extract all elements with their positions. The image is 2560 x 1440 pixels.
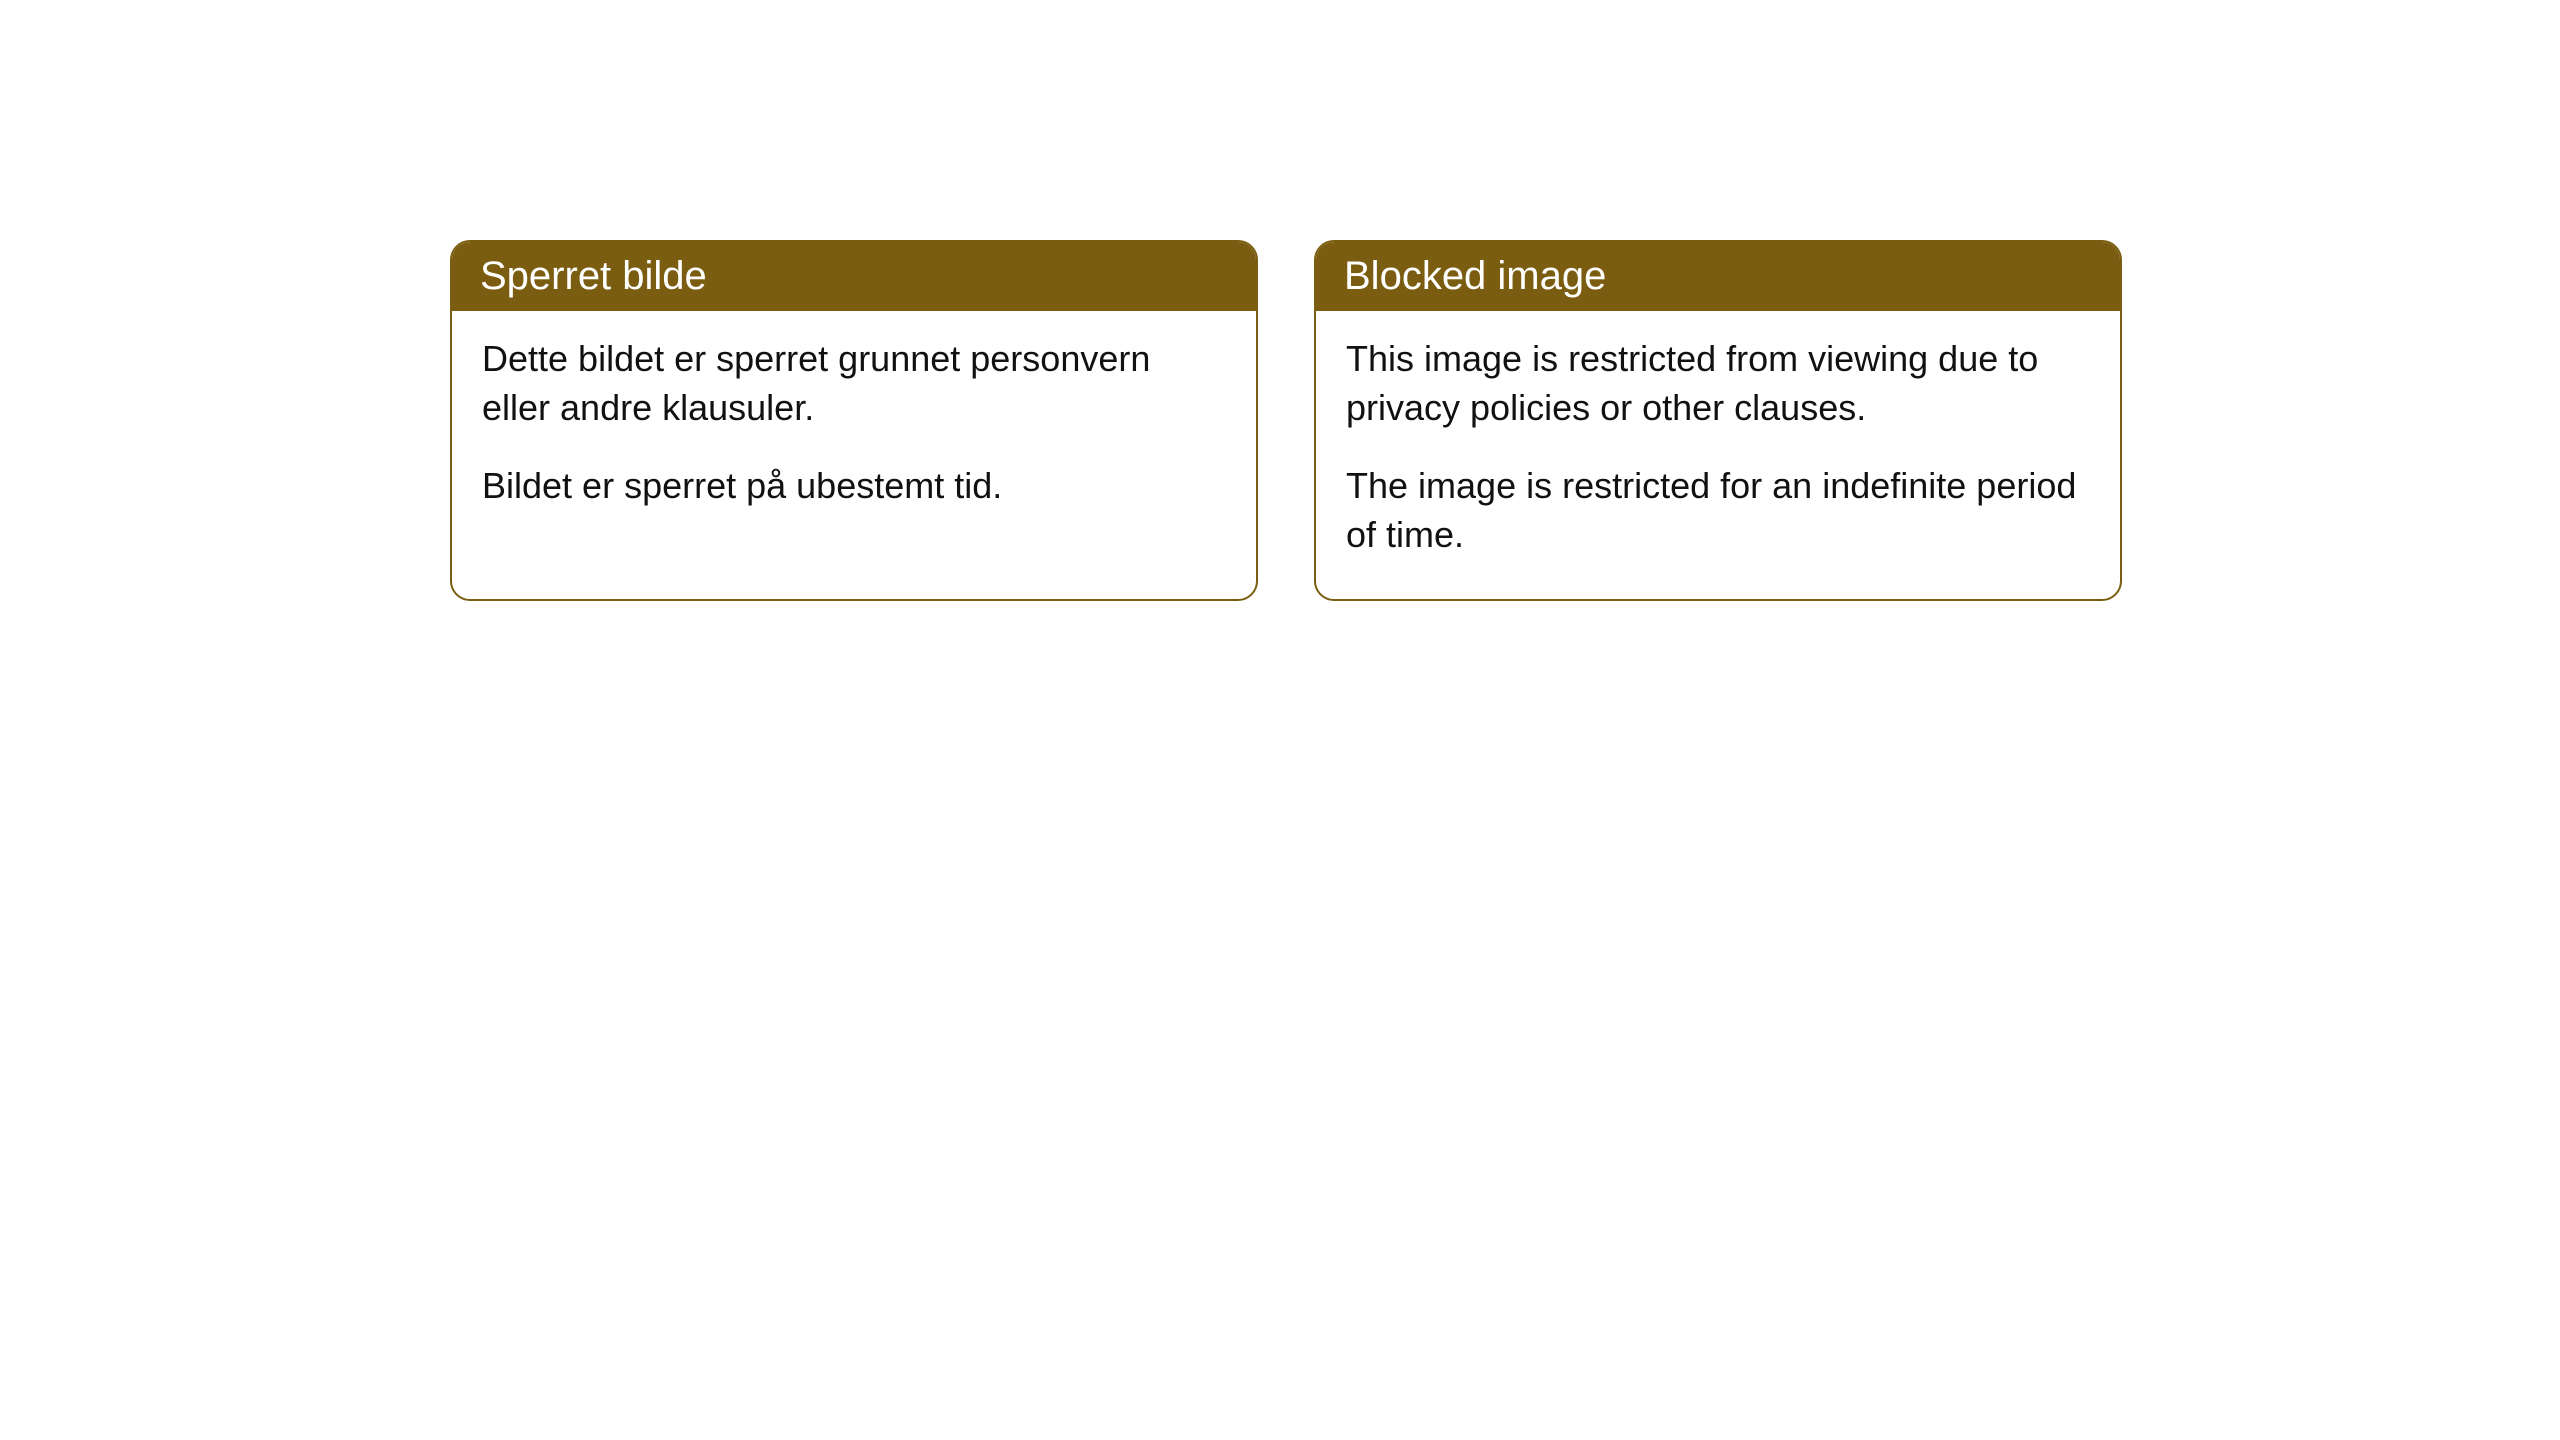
notice-card-english: Blocked image This image is restricted f… [1314,240,2122,601]
notice-card-norwegian: Sperret bilde Dette bildet er sperret gr… [450,240,1258,601]
card-header: Blocked image [1316,242,2120,311]
card-paragraph: The image is restricted for an indefinit… [1346,462,2090,559]
card-paragraph: Dette bildet er sperret grunnet personve… [482,335,1226,432]
card-paragraph: This image is restricted from viewing du… [1346,335,2090,432]
card-body: This image is restricted from viewing du… [1316,311,2120,599]
card-header: Sperret bilde [452,242,1256,311]
card-title: Sperret bilde [480,254,707,298]
card-body: Dette bildet er sperret grunnet personve… [452,311,1256,551]
card-title: Blocked image [1344,254,1606,298]
notice-container: Sperret bilde Dette bildet er sperret gr… [0,0,2560,601]
card-paragraph: Bildet er sperret på ubestemt tid. [482,462,1226,511]
